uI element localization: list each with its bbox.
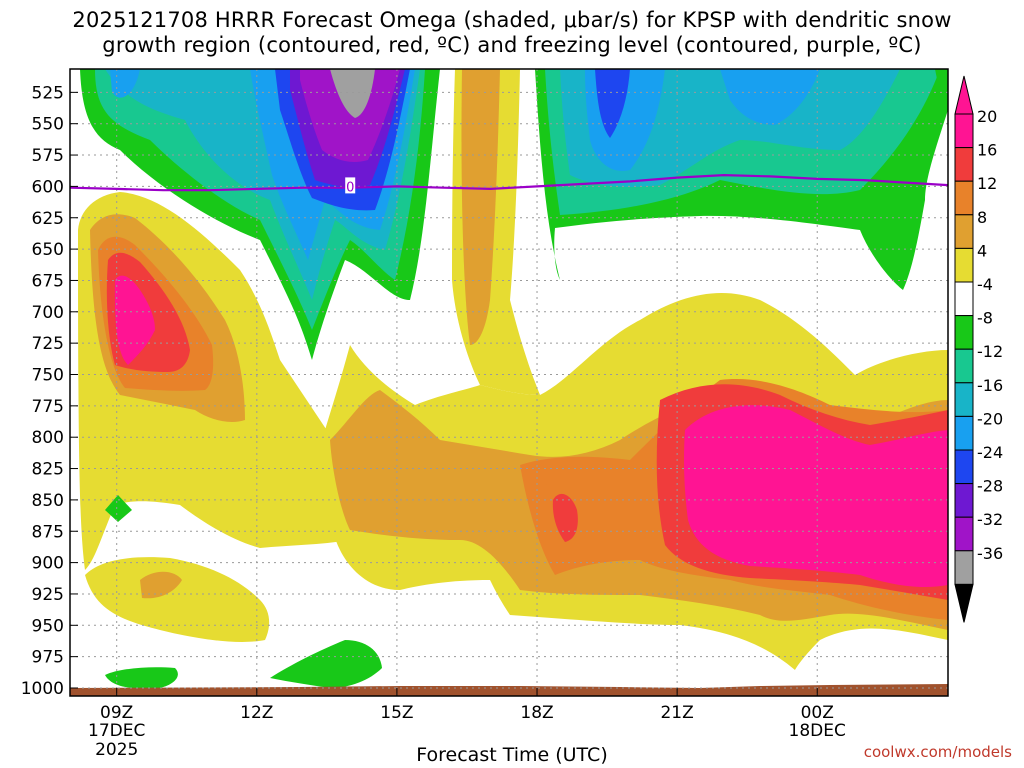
y-tick-label-650: 650 (32, 240, 64, 260)
y-tick-label-975: 975 (32, 648, 64, 668)
colorbar-swatch-11 (954, 483, 974, 518)
colorbar-swatch-8 (954, 382, 974, 417)
colorbar-bottom-arrow (954, 583, 974, 623)
y-tick-label-950: 950 (32, 616, 64, 636)
x-axis-label: Forecast Time (UTC) (416, 744, 608, 766)
x-tick-label-18Z: 18Z (520, 703, 553, 723)
y-tick-label-875: 875 (32, 522, 64, 542)
upward-motion-blob-low-right (270, 640, 382, 688)
y-tick-label-550: 550 (32, 115, 64, 135)
colorbar-swatch-6 (954, 315, 974, 350)
colorbar-top-arrow (954, 75, 974, 115)
y-tick-label-675: 675 (32, 271, 64, 291)
upward-motion-blob-825 (105, 495, 132, 522)
freezing-level-line (69, 173, 949, 192)
colorbar-label-13: -36 (977, 544, 1003, 563)
x-tick-label-09Z: 09Z (100, 703, 133, 723)
freezing-level-label-bg (345, 177, 356, 194)
colorbar-swatch-5 (954, 281, 974, 317)
y-tick-label-775: 775 (32, 397, 64, 417)
y-tick-label-725: 725 (32, 334, 64, 354)
x-tick-label-12Z: 12Z (240, 703, 273, 723)
colorbar-swatch-4 (954, 247, 974, 283)
colorbar-label-11: -28 (977, 477, 1003, 496)
colorbar-label-2: 12 (977, 174, 997, 193)
grid-lines (70, 69, 948, 696)
y-tick-label-825: 825 (32, 460, 64, 480)
colorbar-swatch-10 (954, 449, 974, 485)
x-tick-label-00Z: 00Z (801, 703, 834, 723)
colorbar-label-1: 16 (977, 141, 997, 160)
upward-motion-region-right-blue (595, 69, 630, 138)
colorbar-label-9: -20 (977, 409, 1003, 428)
upward-motion-region-gray (330, 69, 375, 118)
plot-frame (69, 68, 949, 697)
x-tick-label-15Z: 15Z (380, 703, 413, 723)
credit-text[interactable]: coolwx.com/models (863, 743, 1012, 761)
colorbar-swatch-13 (954, 550, 974, 585)
colorbar-label-3: 8 (977, 208, 987, 227)
y-tick-label-700: 700 (32, 303, 64, 323)
y-tick-label-925: 925 (32, 585, 64, 605)
descent-region-orange-small (140, 571, 182, 599)
chart-title-line2: growth region (contoured, red, ºC) and f… (102, 33, 922, 57)
x-tick-date-00Z: 18DEC (789, 721, 846, 741)
y-tick-label-600: 600 (32, 177, 64, 197)
y-tick-label-625: 625 (32, 209, 64, 229)
freezing-level-contour: 0 (69, 173, 949, 195)
colorbar-label-0: 20 (977, 107, 997, 126)
colorbar-label-12: -32 (977, 510, 1003, 529)
downward-motion-column-orange (461, 69, 500, 345)
upward-motion-region-violet (300, 69, 400, 162)
colorbar-label-5: -4 (977, 275, 993, 294)
x-tick-date-09Z: 17DEC (88, 721, 145, 741)
y-tick-label-900: 900 (32, 554, 64, 574)
y-tick-label-575: 575 (32, 146, 64, 166)
omega-shading (70, 69, 948, 696)
upward-motion-blob-low-left (105, 667, 178, 689)
y-axis: 525 550 575 600 625 650 675 700 725 750 775 800 825 8… (21, 83, 78, 699)
neutral-strip (440, 69, 480, 391)
colorbar-label-7: -12 (977, 342, 1003, 361)
colorbar-label-6: -8 (977, 309, 993, 328)
descent-region-yellow-lower-left (85, 557, 270, 642)
colorbar-swatch-12 (954, 516, 974, 552)
colorbar-label-4: 4 (977, 241, 987, 260)
upward-motion-region-right-lightblue (585, 69, 820, 171)
ground-surface (70, 684, 948, 696)
x-tick-year-09Z: 2025 (95, 740, 138, 760)
y-tick-label-850: 850 (32, 491, 64, 511)
colorbar-label-10: -24 (977, 443, 1003, 462)
chart-title-line1: 2025121708 HRRR Forecast Omega (shaded, … (72, 8, 952, 32)
descent-region-pink-center (684, 405, 948, 587)
colorbar-swatch-7 (954, 348, 974, 384)
colorbar-swatch-1 (954, 147, 974, 182)
y-tick-label-525: 525 (32, 83, 64, 103)
upward-motion-blob-right-edge (935, 69, 948, 110)
y-tick-label-800: 800 (32, 428, 64, 448)
colorbar-swatch-9 (954, 415, 974, 451)
colorbar-label-8: -16 (977, 376, 1003, 395)
colorbar: 20 16 12 8 4 -4 -8 -12 -16 -20 -24 -28 -32 -36 (954, 75, 1003, 623)
y-tick-label-750: 750 (32, 366, 64, 386)
y-tick-label-1000: 1000 (21, 679, 64, 699)
colorbar-swatch-2 (954, 180, 974, 216)
colorbar-swatch-3 (954, 214, 974, 249)
freezing-level-label: 0 (346, 180, 354, 195)
x-tick-label-21Z: 21Z (660, 703, 693, 723)
colorbar-swatch-0 (954, 113, 974, 149)
descent-region-red-small-core (552, 493, 578, 542)
